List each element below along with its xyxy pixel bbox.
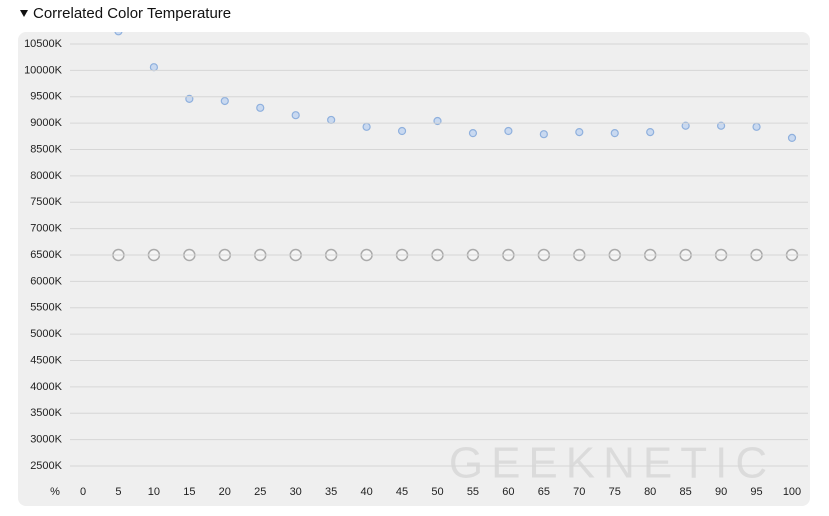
data-point [220, 96, 229, 106]
y-tick-label: 3500K [30, 407, 62, 419]
data-point [787, 133, 797, 142]
x-tick-label: 80 [644, 486, 656, 498]
x-tick-label: 15 [183, 486, 195, 498]
x-axis-label: % [50, 486, 60, 498]
data-point [362, 122, 371, 131]
x-tick-label: 10 [148, 486, 160, 498]
data-point [646, 127, 655, 137]
x-tick-label: 40 [360, 486, 372, 498]
y-tick-label: 6000K [30, 275, 62, 287]
x-tick-label: 50 [431, 486, 443, 498]
y-tick-label: 2500K [30, 460, 62, 472]
data-point [575, 127, 584, 137]
data-point [716, 121, 726, 130]
y-tick-label: 7500K [30, 196, 62, 208]
y-tick-label: 5500K [30, 302, 62, 314]
data-point [291, 111, 300, 120]
data-point [397, 126, 407, 136]
y-tick-label: 6500K [30, 249, 62, 261]
y-tick-label: 7000K [30, 223, 62, 235]
y-tick-label: 9000K [30, 117, 62, 129]
y-tick-label: 4500K [30, 354, 62, 366]
y-tick-label: 9500K [30, 91, 62, 103]
data-point [504, 126, 513, 136]
y-tick-label: 10500K [24, 38, 63, 50]
y-tick-label: 8500K [30, 143, 62, 155]
x-tick-label: 0 [80, 486, 86, 498]
x-tick-label: 95 [750, 486, 762, 498]
data-point [149, 63, 158, 72]
x-tick-label: 85 [680, 486, 692, 498]
x-tick-label: 75 [609, 486, 621, 498]
x-tick-label: 20 [219, 486, 231, 498]
x-tick-label: 70 [573, 486, 585, 498]
y-tick-label: 5000K [30, 328, 62, 340]
y-tick-label: 3000K [30, 434, 62, 446]
data-point [610, 129, 619, 138]
x-tick-label: 55 [467, 486, 479, 498]
plot-panel [18, 32, 810, 506]
x-tick-label: 60 [502, 486, 514, 498]
collapse-icon[interactable] [20, 10, 28, 17]
data-point [114, 32, 123, 36]
x-tick-label: 90 [715, 486, 727, 498]
data-point [256, 103, 265, 112]
data-point [681, 121, 690, 130]
data-point [752, 122, 761, 131]
watermark: GEEKNETIC [449, 439, 775, 488]
x-tick-label: 5 [115, 486, 121, 498]
x-tick-label: 35 [325, 486, 337, 498]
x-tick-label: 100 [783, 486, 801, 498]
y-tick-label: 4000K [30, 381, 62, 393]
x-tick-label: 25 [254, 486, 266, 498]
data-point [327, 115, 336, 125]
x-tick-label: 30 [290, 486, 302, 498]
x-tick-label: 65 [538, 486, 550, 498]
y-tick-label: 8000K [30, 170, 62, 182]
data-point [468, 129, 478, 138]
x-tick-label: 45 [396, 486, 408, 498]
y-tick-label: 10000K [24, 64, 63, 76]
data-point [539, 130, 548, 139]
chart-title: Correlated Color Temperature [33, 5, 231, 22]
